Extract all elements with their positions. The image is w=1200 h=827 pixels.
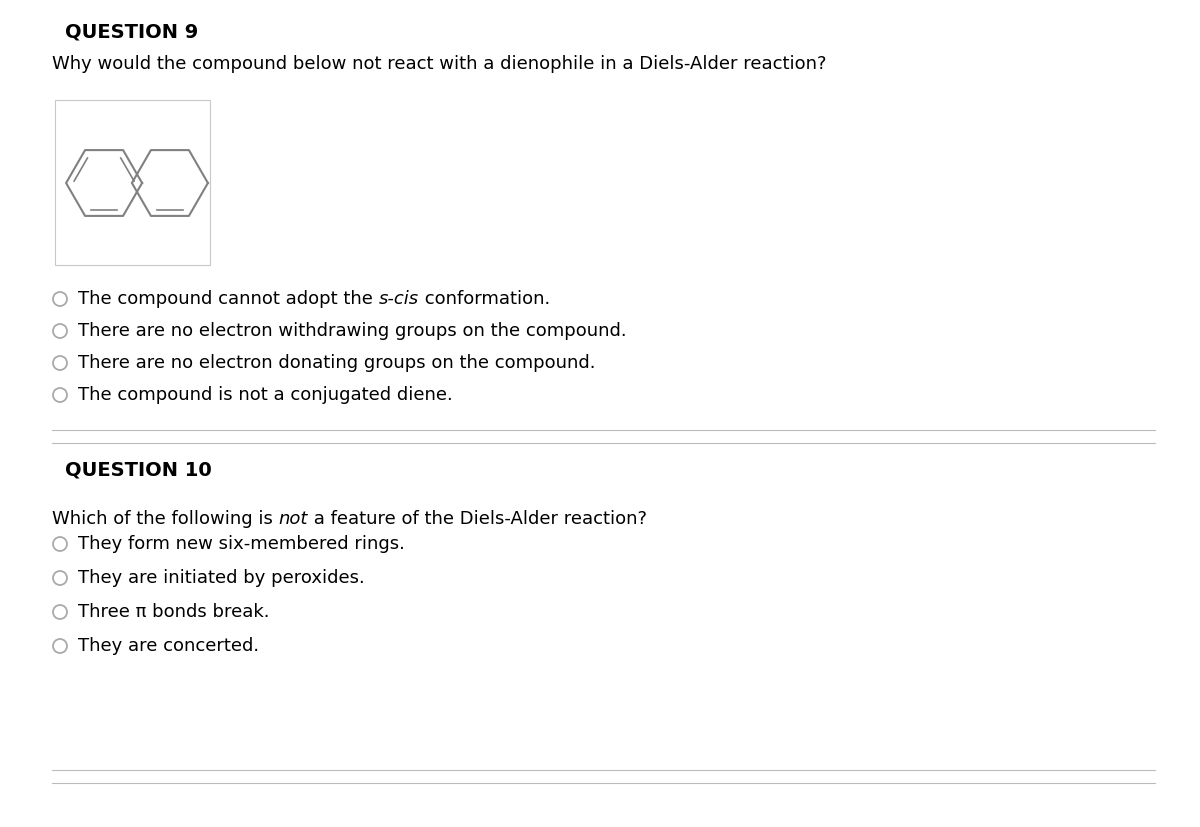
Text: Why would the compound below not react with a dienophile in a Diels-Alder reacti: Why would the compound below not react w… <box>52 55 827 73</box>
Text: QUESTION 9: QUESTION 9 <box>65 22 198 41</box>
Text: They form new six-membered rings.: They form new six-membered rings. <box>78 535 404 553</box>
Text: Which of the following is: Which of the following is <box>52 510 278 528</box>
Text: There are no electron withdrawing groups on the compound.: There are no electron withdrawing groups… <box>78 322 626 340</box>
Text: QUESTION 10: QUESTION 10 <box>65 460 211 479</box>
Text: The compound is not a conjugated diene.: The compound is not a conjugated diene. <box>78 386 452 404</box>
Text: Three π bonds break.: Three π bonds break. <box>78 603 270 621</box>
Text: s-cis: s-cis <box>379 290 419 308</box>
Text: The compound cannot adopt the: The compound cannot adopt the <box>78 290 379 308</box>
Text: They are initiated by peroxides.: They are initiated by peroxides. <box>78 569 365 587</box>
Text: They are concerted.: They are concerted. <box>78 637 259 655</box>
Text: There are no electron donating groups on the compound.: There are no electron donating groups on… <box>78 354 595 372</box>
Text: a feature of the Diels-Alder reaction?: a feature of the Diels-Alder reaction? <box>308 510 647 528</box>
Text: conformation.: conformation. <box>419 290 550 308</box>
FancyBboxPatch shape <box>55 100 210 265</box>
Text: not: not <box>278 510 308 528</box>
